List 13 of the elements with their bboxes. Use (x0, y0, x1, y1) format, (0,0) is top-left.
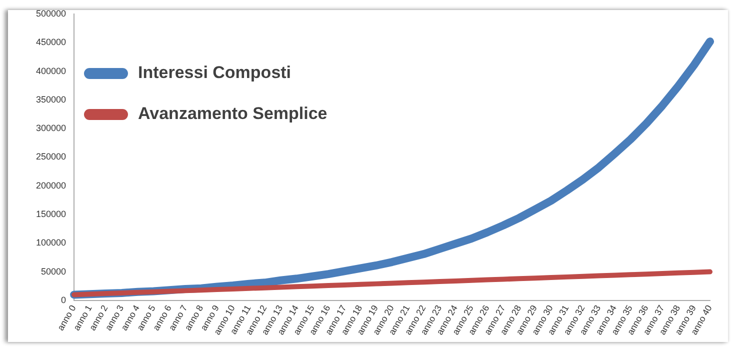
y-tick-label: 0 (61, 294, 66, 305)
y-tick-label: 500000 (36, 8, 66, 18)
legend-label: Interessi Composti (138, 63, 292, 83)
legend-label: Avanzamento Semplice (138, 104, 328, 124)
y-tick-label: 250000 (36, 152, 66, 162)
y-tick-label: 450000 (36, 37, 66, 48)
y-tick-label: 100000 (36, 238, 66, 248)
y-tick-label: 50000 (41, 266, 66, 276)
y-tick-label: 400000 (36, 66, 66, 76)
y-tick-label: 150000 (36, 208, 66, 219)
y-tick-label: 300000 (36, 123, 66, 134)
y-tick-label: 200000 (36, 180, 66, 190)
y-tick-label: 350000 (36, 94, 66, 104)
